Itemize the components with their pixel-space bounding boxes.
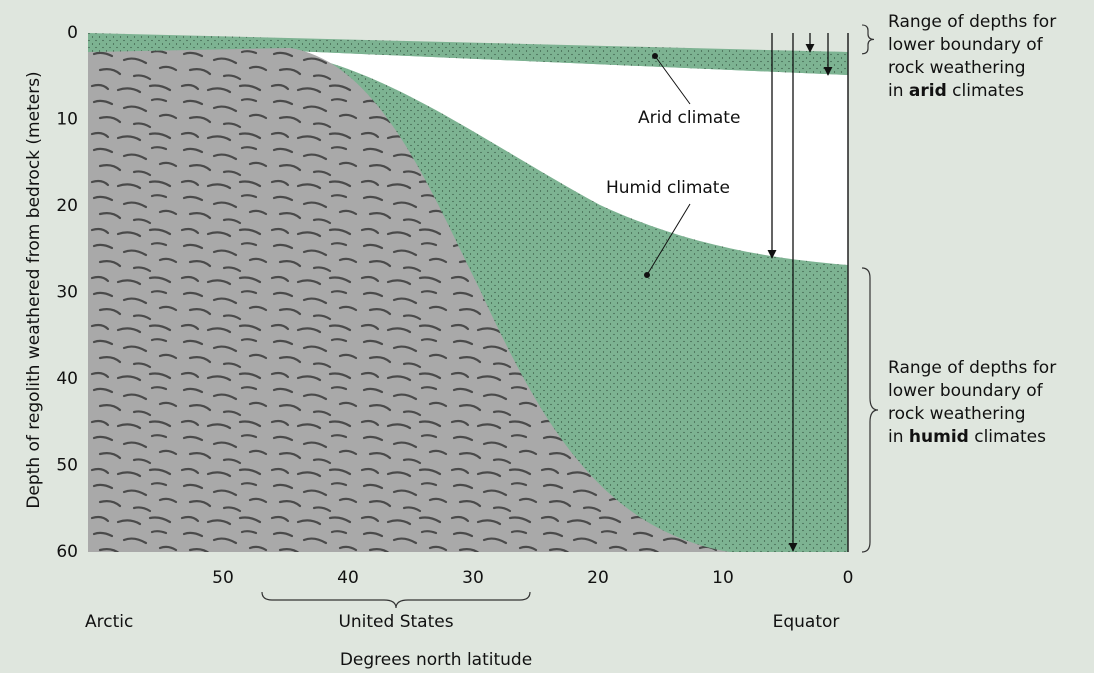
note-text: in [888,81,904,101]
y-tick-label: 30 [56,283,78,303]
x-axis-label: Degrees north latitude [340,650,532,670]
y-tick-label: 60 [56,542,78,562]
note-emphasis: humid [909,427,969,447]
braces [261,24,879,609]
note-line: in humid climates [888,427,1046,447]
note-text: climates [974,427,1046,447]
note-emphasis: arid [909,81,947,101]
note-line: in arid climates [888,81,1024,101]
y-tick-label: 40 [56,369,78,389]
y-tick-label: 50 [56,456,78,476]
note-line: Range of depths for [888,358,1056,378]
leader-dot [652,53,658,59]
depth-arrows [767,33,833,552]
notes: Range of depths for lower boundary of rock… [888,12,1056,447]
bedrock [88,48,730,552]
x-tick-label: 40 [337,568,359,588]
x-tick-label: 10 [712,568,734,588]
note-line: lower boundary of [888,35,1044,55]
y-axis-label: Depth of regolith weathered from bedrock… [24,71,44,508]
x-tick-label: 30 [462,568,484,588]
leader-dot [644,272,650,278]
x-tick-label: 20 [587,568,609,588]
region-label: Arctic [85,612,133,632]
note-line: rock weathering [888,58,1026,78]
x-tick-label: 50 [212,568,234,588]
note-text: climates [952,81,1024,101]
y-tick-label: 20 [56,196,78,216]
clear-zone [270,50,848,265]
y-tick-label: 10 [56,110,78,130]
y-tick-label: 0 [67,23,78,43]
note-line: lower boundary of [888,381,1044,401]
x-tick-label: 0 [843,568,854,588]
note-line: Range of depths for [888,12,1056,32]
leaders [646,55,691,276]
region-label: United States [338,612,453,632]
annotation: Arid climate [638,108,740,128]
plot: Arid climate Humid climate [88,33,849,552]
annotation: Humid climate [606,178,730,198]
arid-zone [88,38,848,75]
note-line: rock weathering [888,404,1026,424]
note-text: in [888,427,904,447]
region-label: Equator [773,612,840,632]
